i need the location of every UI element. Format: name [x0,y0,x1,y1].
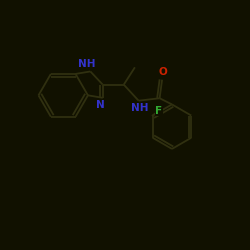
Text: NH: NH [131,103,148,113]
Text: O: O [159,67,168,77]
Text: F: F [155,106,162,116]
Text: N: N [96,100,105,110]
Text: NH: NH [78,59,96,69]
